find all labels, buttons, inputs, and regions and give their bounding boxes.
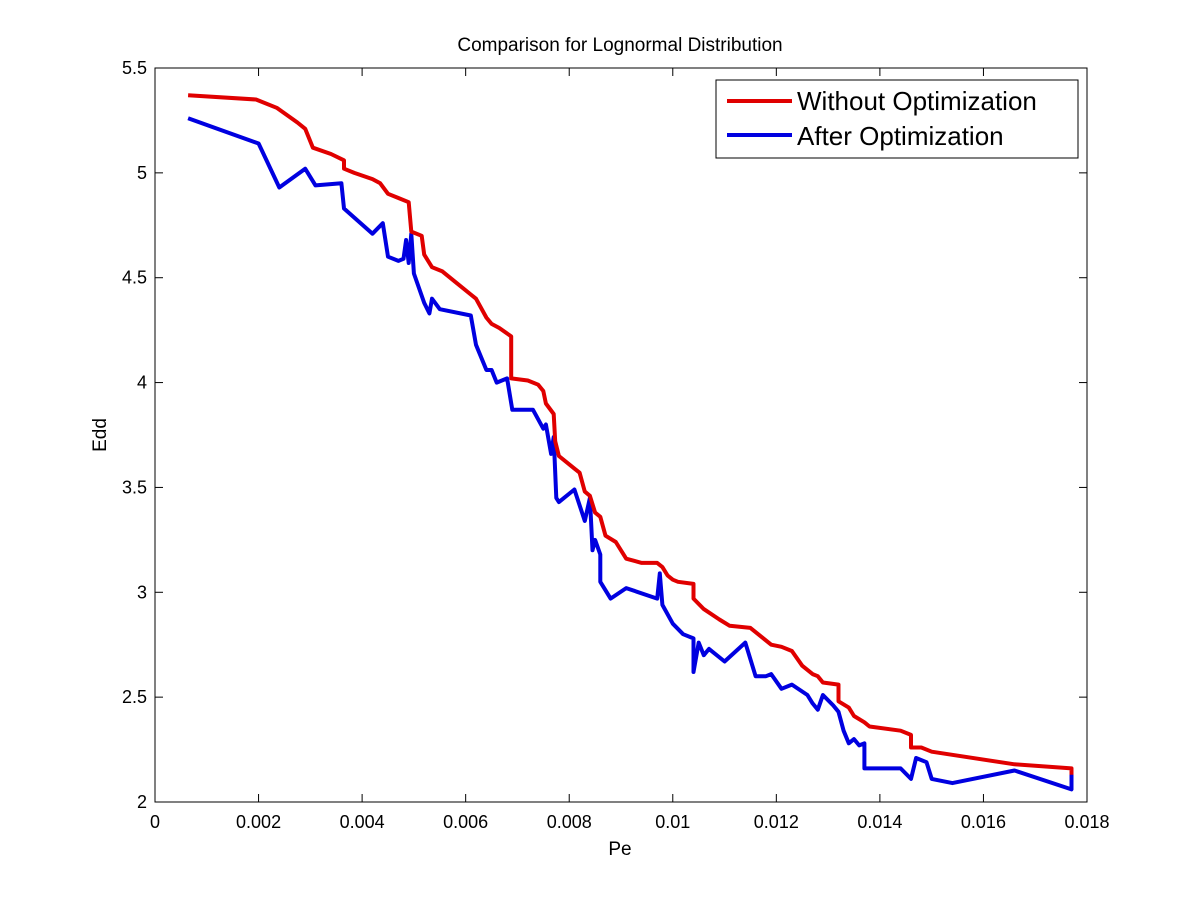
y-tick-label: 3.5 (122, 477, 147, 497)
legend-box (715, 79, 1079, 159)
y-tick-label: 5.5 (122, 58, 147, 78)
x-tick-label: 0.018 (1064, 812, 1109, 832)
series-line-without-optimization (187, 93, 1074, 775)
chart-title: Comparison for Lognormal Distribution (457, 35, 782, 56)
y-tick-label: 2 (137, 792, 147, 812)
x-axis-label: Pe (608, 839, 631, 860)
y-tick-label: 4 (137, 373, 147, 393)
x-tick-label: 0.002 (236, 812, 281, 832)
y-axis-label: Edd (90, 418, 111, 452)
legend-label-without-optimization: Without Optimization (797, 86, 1037, 116)
legend: Without Optimization After Optimization (715, 79, 1079, 159)
y-tick-label: 2.5 (122, 687, 147, 707)
x-tick-label: 0.006 (443, 812, 488, 832)
x-tick-label: 0.004 (340, 812, 385, 832)
x-tick-label: 0.016 (961, 812, 1006, 832)
axis-ticks: 0 0.002 0.004 0.006 0.008 0.01 0.012 0.014 0.016… (122, 58, 1110, 832)
y-tick-label: 4.5 (122, 268, 147, 288)
x-tick-label: 0.008 (547, 812, 592, 832)
y-tick-label: 5 (137, 163, 147, 183)
series-line-after-optimization (187, 116, 1074, 792)
x-tick-label: 0.014 (857, 812, 902, 832)
legend-label-after-optimization: After Optimization (797, 121, 1004, 151)
x-tick-label: 0.01 (655, 812, 690, 832)
plot-area (154, 67, 1088, 803)
series-layer (187, 93, 1074, 792)
x-tick-label: 0 (150, 812, 160, 832)
x-tick-label: 0.012 (754, 812, 799, 832)
y-tick-label: 3 (137, 582, 147, 602)
